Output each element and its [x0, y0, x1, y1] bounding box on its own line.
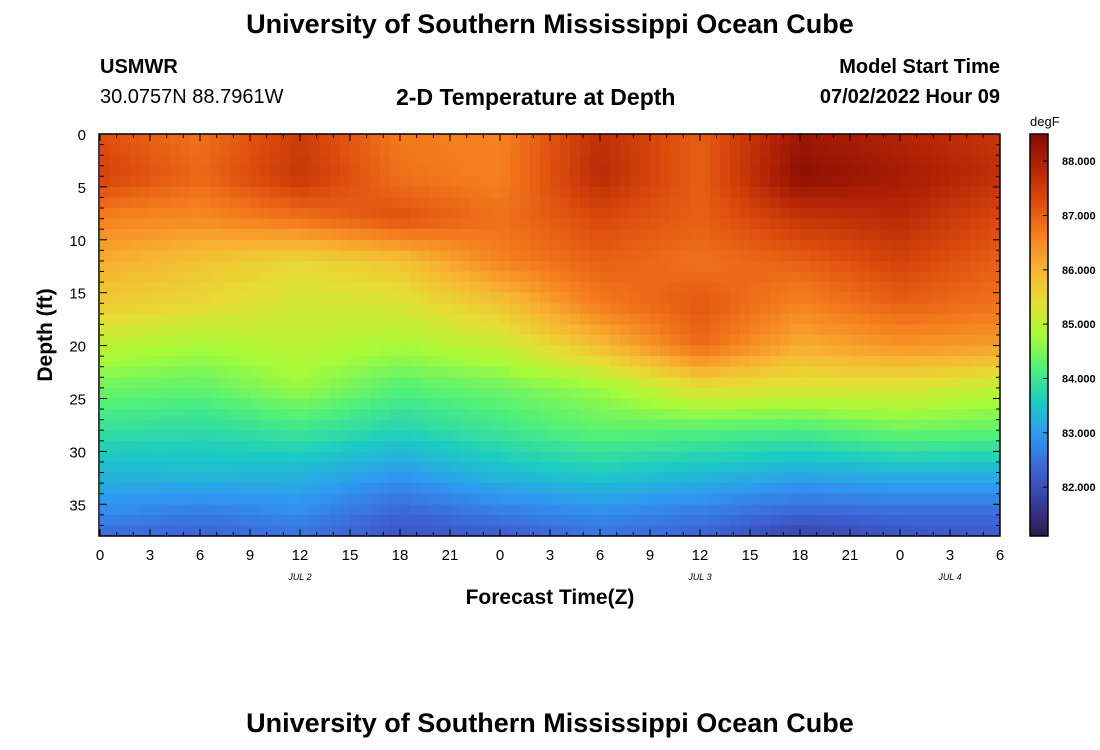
x-tick-label: 12 [692, 547, 709, 564]
date-labels: JUL 2 JUL 3 JUL 4 [287, 572, 961, 582]
station-id: USMWR [100, 56, 178, 78]
date-label: JUL 2 [287, 572, 311, 582]
y-tick-label: 30 [69, 444, 86, 461]
colorbar: degF 88.000 87.000 86.000 85.000 84.000 83.00… [1029, 114, 1096, 537]
colorbar-ticks: 88.000 87.000 86.000 85.000 84.000 83.000 82.0… [1043, 156, 1096, 494]
x-tick-label: 3 [946, 547, 954, 564]
x-tick-label: 6 [996, 547, 1004, 564]
x-tick-label: 15 [742, 547, 759, 564]
colorbar-tick-label: 87.000 [1062, 210, 1096, 222]
x-axis-ticks: 0 3 6 9 12 15 18 21 0 3 6 9 12 15 18 21 0 3 6 [96, 134, 1004, 564]
x-tick-label: 12 [292, 547, 309, 564]
date-label: JUL 3 [687, 572, 711, 582]
model-start-label: Model Start Time [839, 56, 1000, 78]
colorbar-unit: degF [1030, 114, 1060, 129]
x-tick-label: 18 [392, 547, 409, 564]
colorbar-tick-label: 82.000 [1062, 482, 1096, 494]
colorbar-tick-label: 84.000 [1062, 373, 1096, 385]
chart-subtitle: 2-D Temperature at Depth [396, 84, 676, 110]
x-tick-label: 6 [196, 547, 204, 564]
x-tick-label: 9 [646, 547, 654, 564]
y-tick-label: 15 [69, 286, 86, 303]
x-tick-label: 3 [146, 547, 154, 564]
y-tick-label: 0 [78, 127, 86, 144]
colorbar-gradient [1029, 133, 1049, 537]
colorbar-tick-label: 83.000 [1062, 428, 1096, 440]
x-axis-label: Forecast Time(Z) [466, 586, 635, 609]
temperature-depth-chart: 0 3 6 9 12 15 18 21 0 3 6 9 12 15 18 21 0 3 6 0 5 10 15 20 25 30… [34, 114, 1096, 609]
station-coordinates: 30.0757N 88.7961W [100, 86, 284, 108]
x-tick-label: 21 [442, 547, 459, 564]
x-tick-label: 6 [596, 547, 604, 564]
y-axis-ticks: 0 5 10 15 20 25 30 35 [69, 127, 1000, 537]
x-tick-label: 9 [246, 547, 254, 564]
y-axis-label: Depth (ft) [34, 288, 57, 381]
y-tick-label: 5 [78, 180, 86, 197]
y-tick-label: 20 [69, 339, 86, 356]
x-tick-label: 0 [96, 547, 104, 564]
heatmap-raster [100, 134, 1000, 536]
colorbar-tick-label: 88.000 [1062, 156, 1096, 168]
x-tick-label: 3 [546, 547, 554, 564]
date-label: JUL 4 [937, 572, 961, 582]
footer-title: University of Southern Mississippi Ocean… [246, 708, 854, 738]
y-tick-label: 35 [69, 497, 86, 514]
x-tick-label: 0 [896, 547, 904, 564]
colorbar-tick-label: 86.000 [1062, 265, 1096, 277]
x-tick-label: 18 [792, 547, 809, 564]
colorbar-tick-label: 85.000 [1062, 319, 1096, 331]
x-tick-label: 21 [842, 547, 859, 564]
model-start-value: 07/02/2022 Hour 09 [819, 86, 1000, 108]
x-tick-label: 15 [342, 547, 359, 564]
page-title: University of Southern Mississippi Ocean… [246, 9, 854, 39]
y-tick-label: 10 [69, 233, 86, 250]
y-tick-label: 25 [69, 391, 86, 408]
x-tick-label: 0 [496, 547, 504, 564]
